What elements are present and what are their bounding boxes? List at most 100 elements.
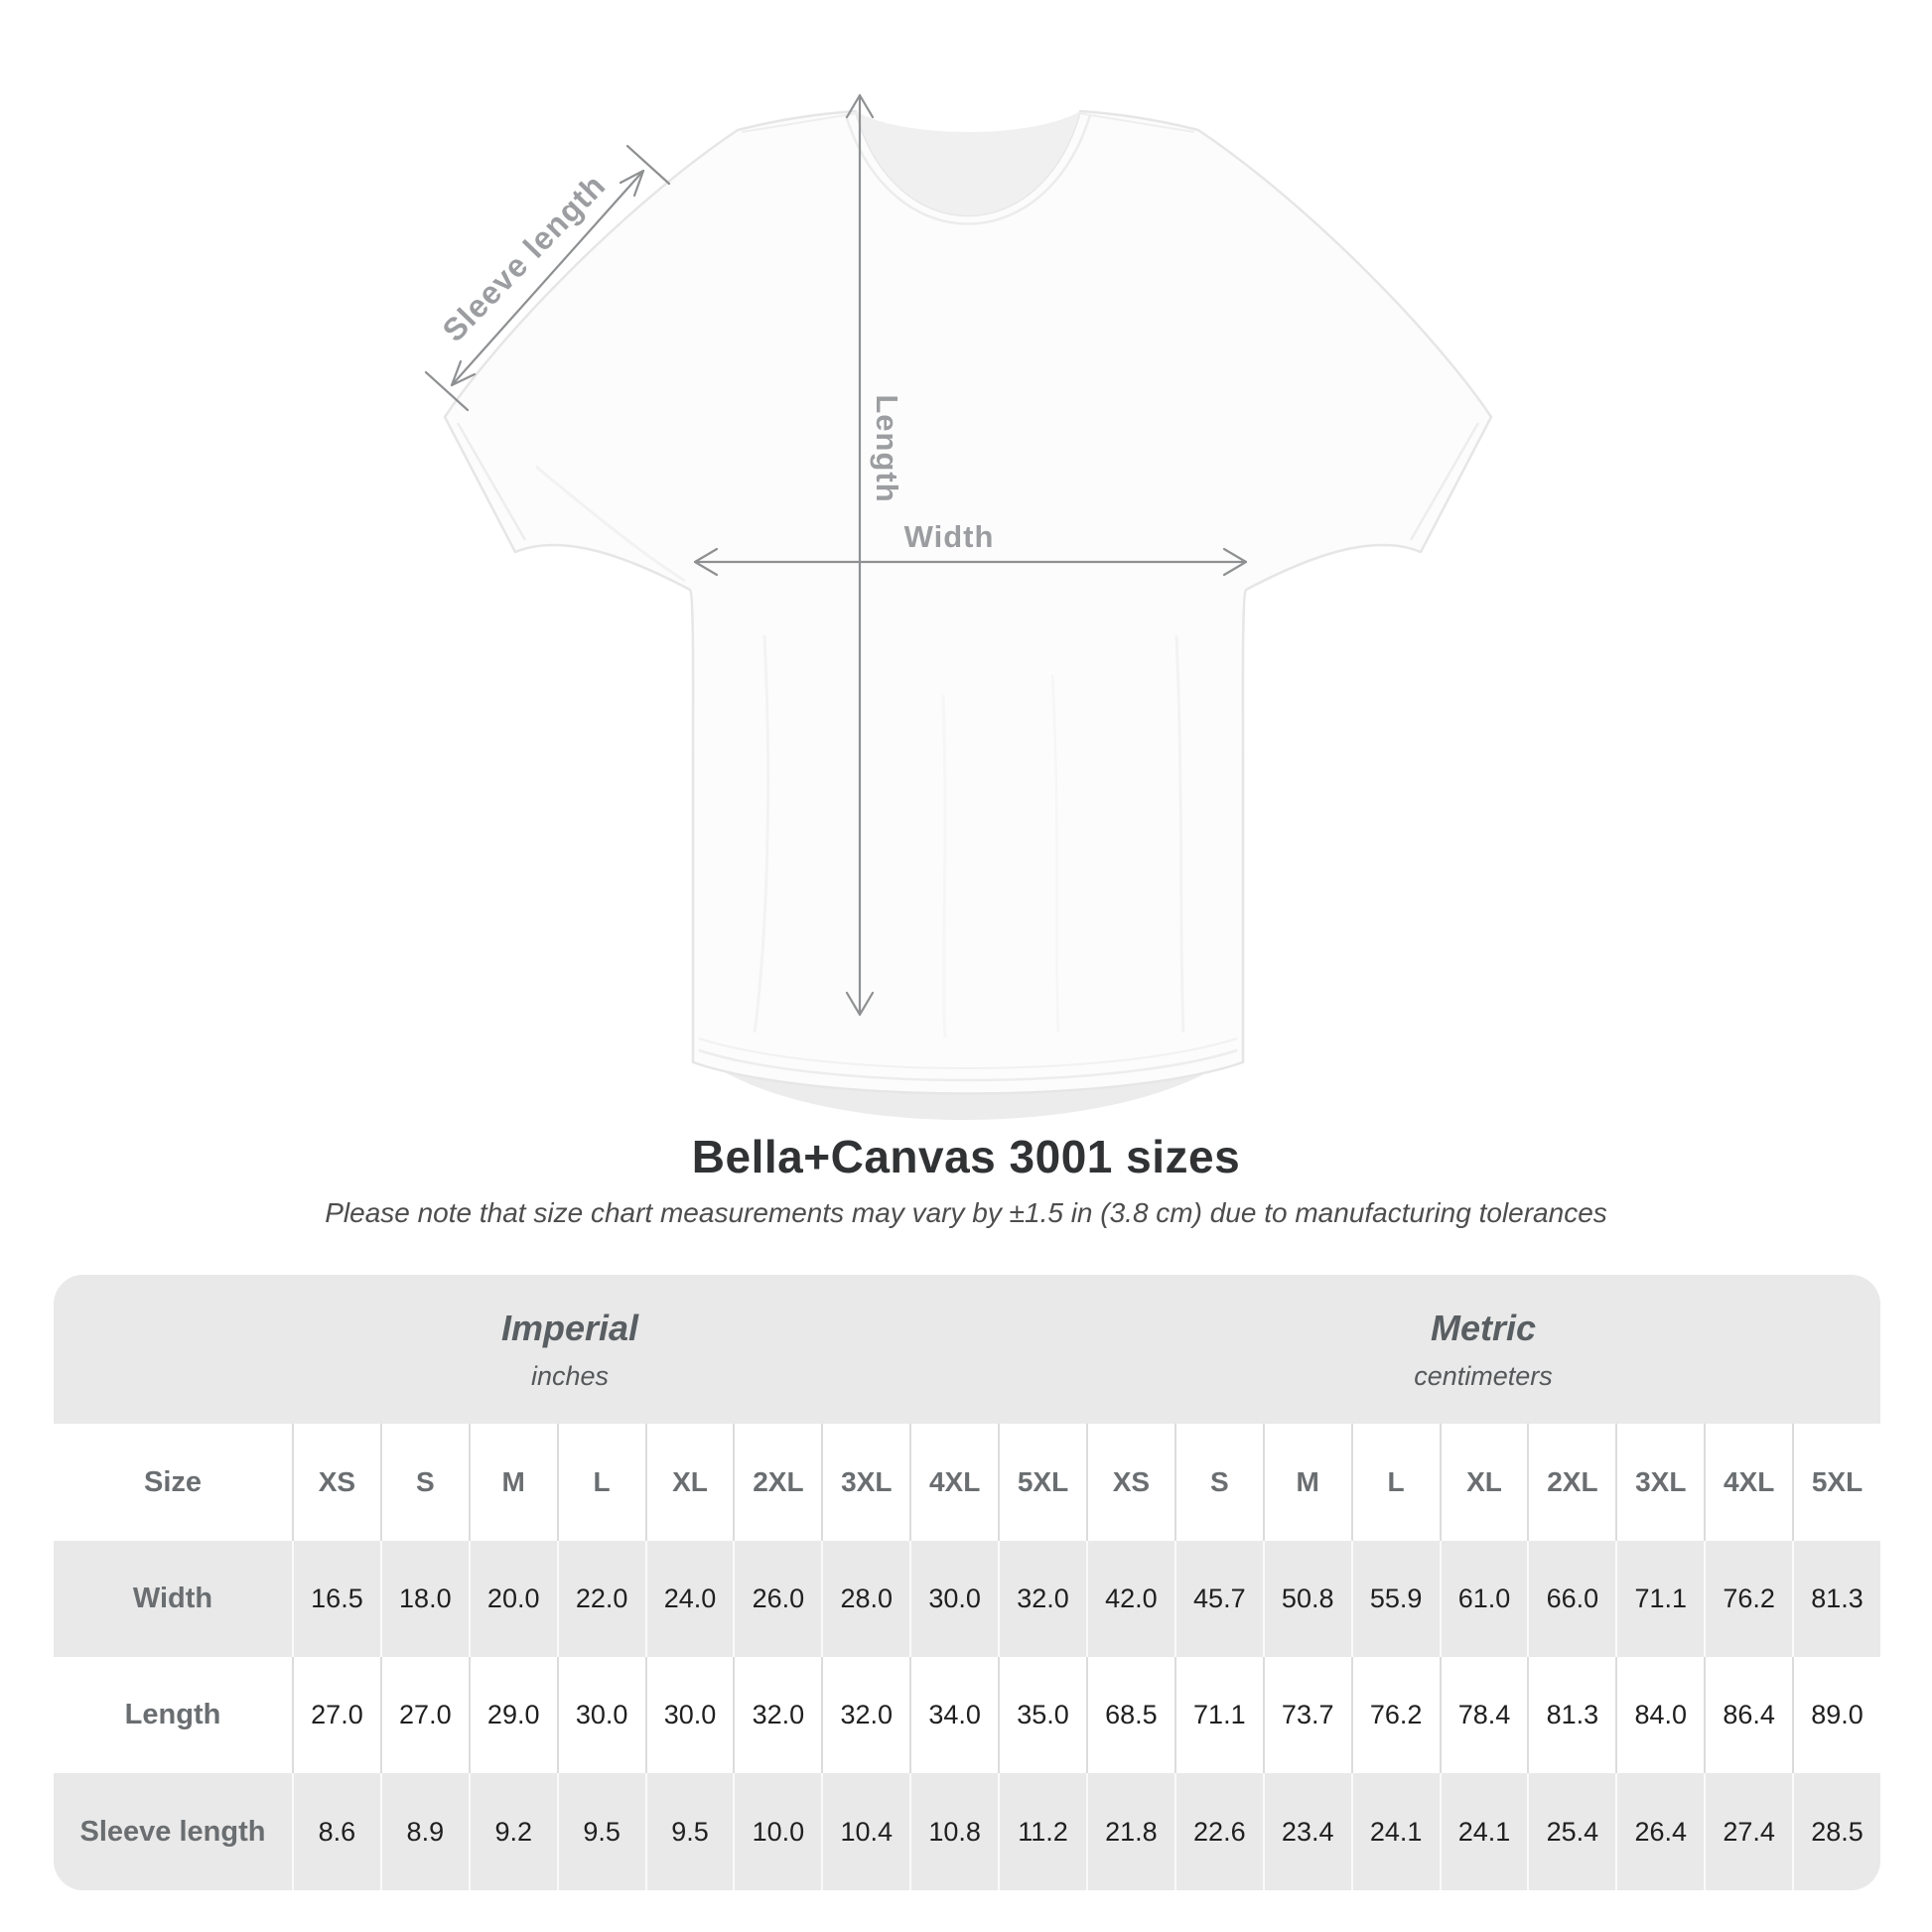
size-col-metric-xs: XS [1085,1424,1174,1541]
size-col-metric-s: S [1173,1424,1263,1541]
width-arrow [693,547,1248,577]
size-col-metric-3xl: 3XL [1615,1424,1705,1541]
size-col-imperial-4xl: 4XL [909,1424,999,1541]
unit-group-imperial: Imperial inches [54,1275,1086,1424]
table-cell: 81.3 [1792,1541,1880,1657]
table-cell: 30.0 [556,1657,645,1773]
table-cell: 29.0 [468,1657,557,1773]
table-cell: 86.4 [1704,1657,1793,1773]
row-label: Sleeve length [54,1773,292,1890]
table-cell: 32.0 [998,1541,1086,1657]
table-cell: 27.0 [292,1657,380,1773]
unit-group-name: Metric [1430,1307,1536,1348]
table-cell: 8.9 [379,1773,469,1890]
size-col-imperial-l: L [556,1424,645,1541]
fabric-fold [1050,674,1060,1034]
table-cell: 10.0 [733,1773,822,1890]
table-cell: 26.0 [733,1541,822,1657]
table-cell: 30.0 [644,1657,734,1773]
table-cell: 71.1 [1173,1657,1263,1773]
table-cell: 34.0 [909,1657,999,1773]
table-cell: 55.9 [1350,1541,1440,1657]
table-cell: 8.6 [292,1773,380,1890]
table-cell: 42.0 [1085,1541,1174,1657]
page-title: Bella+Canvas 3001 sizes [691,1131,1241,1182]
fabric-fold [753,634,770,1034]
table-cell: 76.2 [1350,1657,1440,1773]
size-col-metric-xl: XL [1439,1424,1528,1541]
unit-group-name: Imperial [500,1307,639,1348]
table-cell: 84.0 [1615,1657,1705,1773]
unit-group-unit: inches [530,1360,610,1391]
table-cell: 24.1 [1439,1773,1528,1890]
table-cell: 81.3 [1527,1657,1616,1773]
table-cell: 32.0 [733,1657,822,1773]
row-label: Width [54,1541,292,1657]
size-col-imperial-2xl: 2XL [733,1424,822,1541]
tshirt-graphic [443,109,1493,1095]
size-col-imperial-m: M [468,1424,557,1541]
table-cell: 20.0 [468,1541,557,1657]
table-cell: 89.0 [1792,1657,1880,1773]
hem-seam-inner [698,1037,1238,1069]
size-col-imperial-5xl: 5XL [998,1424,1086,1541]
table-cell: 28.5 [1792,1773,1880,1890]
left-shoulder-seam [741,112,859,133]
tolerance-note: Please note that size chart measurements… [325,1197,1607,1228]
table-cell: 10.8 [909,1773,999,1890]
fabric-fold [1174,634,1185,1034]
table-cell: 26.4 [1615,1773,1705,1890]
width-label: Width [903,519,995,554]
table-cell: 50.8 [1262,1541,1351,1657]
size-column-header: Size [54,1424,292,1541]
right-cuff-seam [1409,422,1480,541]
length-arrow [845,93,875,1017]
table-cell: 9.2 [468,1773,557,1890]
sleeve-shade [535,465,686,583]
table-cell: 78.4 [1439,1657,1528,1773]
table-cell: 9.5 [644,1773,734,1890]
collar-seam [844,114,1092,225]
table-cell: 24.1 [1350,1773,1440,1890]
table-cell: 22.0 [556,1541,645,1657]
size-col-imperial-xs: XS [292,1424,380,1541]
table-cell: 18.0 [379,1541,469,1657]
table-cell: 11.2 [998,1773,1086,1890]
right-shoulder-seam [1077,112,1195,133]
size-col-metric-2xl: 2XL [1527,1424,1616,1541]
length-label: Length [870,394,904,503]
tshirt-diagram [424,93,1493,1121]
table-cell: 71.1 [1615,1541,1705,1657]
table-cell: 68.5 [1085,1657,1174,1773]
size-col-imperial-3xl: 3XL [821,1424,910,1541]
table-cell: 9.5 [556,1773,645,1890]
table-cell: 21.8 [1085,1773,1174,1890]
size-col-imperial-xl: XL [644,1424,734,1541]
table-cell: 28.0 [821,1541,910,1657]
size-col-metric-5xl: 5XL [1792,1424,1880,1541]
table-cell: 27.0 [379,1657,469,1773]
unit-group-metric: Metric centimeters [1085,1275,1880,1424]
table-cell: 35.0 [998,1657,1086,1773]
hem-seam [698,1048,1238,1082]
size-col-metric-m: M [1262,1424,1351,1541]
left-cuff-seam [456,422,527,541]
table-cell: 16.5 [292,1541,380,1657]
table-cell: 27.4 [1704,1773,1793,1890]
table-cell: 24.0 [644,1541,734,1657]
tshirt-back-hem [695,1011,1241,1121]
table-cell: 45.7 [1173,1541,1263,1657]
table-cell: 22.6 [1173,1773,1263,1890]
unit-group-unit: centimeters [1414,1360,1553,1391]
table-cell: 32.0 [821,1657,910,1773]
table-cell: 61.0 [1439,1541,1528,1657]
row-label: Length [54,1657,292,1773]
table-cell: 25.4 [1527,1773,1616,1890]
sleeve-length-arrow [424,144,671,412]
fabric-fold [941,694,947,1038]
table-cell: 76.2 [1704,1541,1793,1657]
size-col-imperial-s: S [379,1424,469,1541]
table-cell: 66.0 [1527,1541,1616,1657]
size-col-metric-4xl: 4XL [1704,1424,1793,1541]
